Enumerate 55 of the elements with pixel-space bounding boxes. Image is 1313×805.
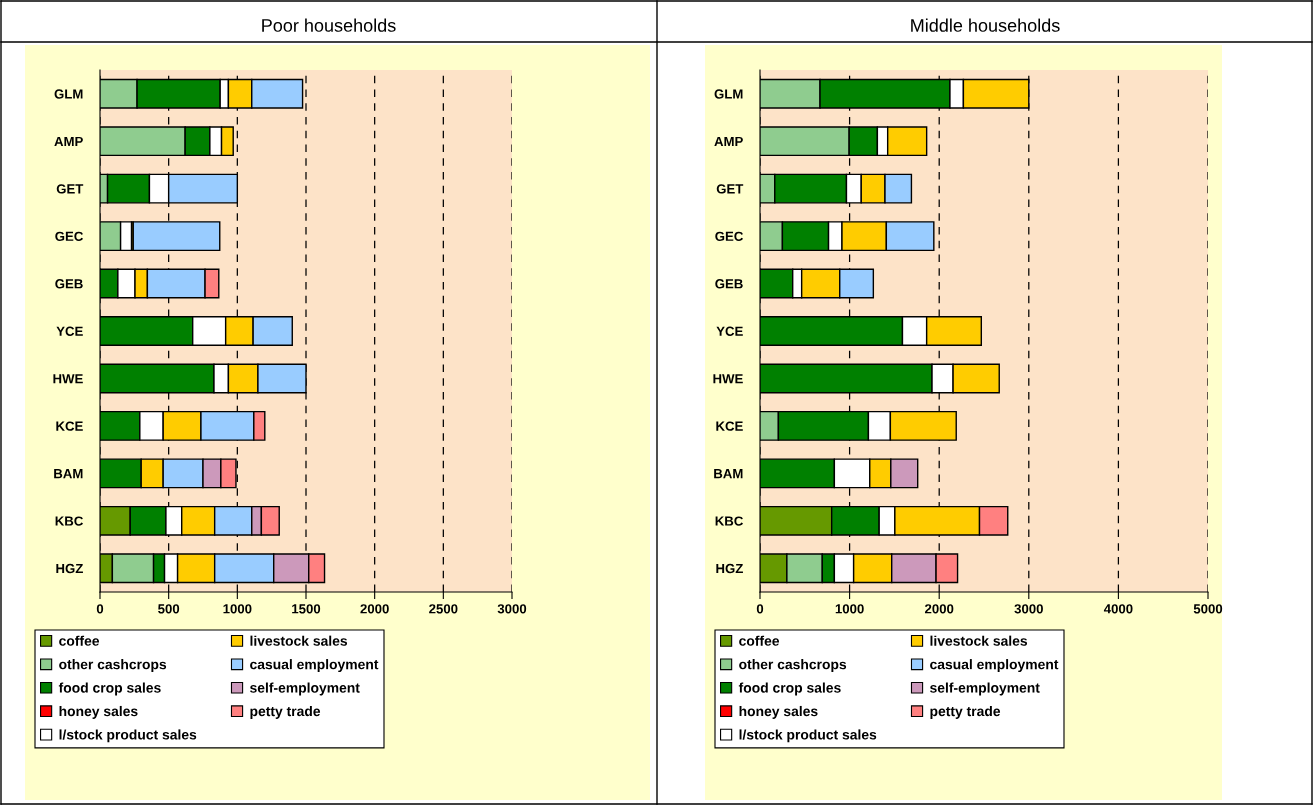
- y-tick-label: GEB: [715, 279, 743, 289]
- y-tick-label: YCE: [56, 326, 83, 336]
- legend-label: casual employment: [930, 659, 1059, 673]
- x-tick-label: 3000: [1014, 604, 1043, 614]
- y-tick-label: BAM: [714, 469, 743, 479]
- legend-label: honey sales: [59, 705, 138, 719]
- legend-label: l/stock product sales: [739, 729, 877, 743]
- y-tick-label: HGZ: [56, 563, 83, 574]
- x-tick-label: 3000: [497, 604, 527, 614]
- y-tick-label: GEC: [715, 231, 743, 241]
- y-tick-label: KBC: [715, 516, 743, 526]
- y-tick-label: AMP: [714, 136, 743, 146]
- legend-label: other cashcrops: [739, 659, 847, 673]
- legend-label: honey sales: [739, 705, 818, 719]
- x-tick-label: 1500: [292, 604, 321, 614]
- x-tick-label: 0: [96, 604, 104, 614]
- y-tick-label: GLM: [714, 89, 743, 99]
- x-tick-label: 1000: [835, 604, 864, 614]
- y-tick-label: GEC: [55, 231, 83, 241]
- y-tick-label: HWE: [53, 374, 83, 384]
- legend-label: petty trade: [250, 705, 321, 719]
- legend-label: coffee: [59, 635, 100, 646]
- legend-label: livestock sales: [930, 635, 1028, 646]
- x-tick-label: 5000: [1193, 604, 1223, 614]
- chart-title: Middle households: [911, 18, 1060, 32]
- legend-label: coffee: [739, 635, 780, 646]
- y-tick-label: GEB: [55, 279, 83, 289]
- legend-label: self-employment: [250, 682, 360, 696]
- legend-label: l/stock product sales: [59, 729, 197, 743]
- x-tick-label: 4000: [1103, 604, 1133, 614]
- y-tick-label: KCE: [56, 421, 83, 431]
- x-tick-label: 2500: [429, 604, 458, 614]
- x-tick-label: 1000: [223, 604, 252, 614]
- y-tick-label: GET: [56, 184, 84, 194]
- y-tick-label: KBC: [55, 516, 83, 526]
- y-tick-label: GLM: [54, 89, 83, 99]
- legend-label: self-employment: [930, 682, 1040, 696]
- legend-label: petty trade: [930, 705, 1001, 719]
- legend-label: livestock sales: [250, 635, 348, 646]
- y-tick-label: HGZ: [716, 563, 743, 574]
- x-tick-label: 0: [756, 604, 764, 614]
- legend-label: casual employment: [250, 659, 379, 673]
- y-tick-label: AMP: [54, 136, 83, 146]
- y-tick-label: YCE: [716, 326, 743, 336]
- x-tick-label: 2000: [924, 604, 954, 614]
- legend-label: food crop sales: [738, 682, 841, 696]
- legend-label: food crop sales: [58, 682, 161, 696]
- x-tick-label: 2000: [360, 604, 389, 614]
- y-tick-label: BAM: [54, 469, 83, 479]
- legend-label: other cashcrops: [59, 659, 167, 673]
- y-tick-label: KCE: [716, 421, 743, 431]
- y-tick-label: GET: [716, 184, 744, 194]
- y-tick-label: HWE: [713, 374, 743, 384]
- chart-title: Poor households: [262, 18, 396, 32]
- x-tick-label: 500: [158, 604, 180, 614]
